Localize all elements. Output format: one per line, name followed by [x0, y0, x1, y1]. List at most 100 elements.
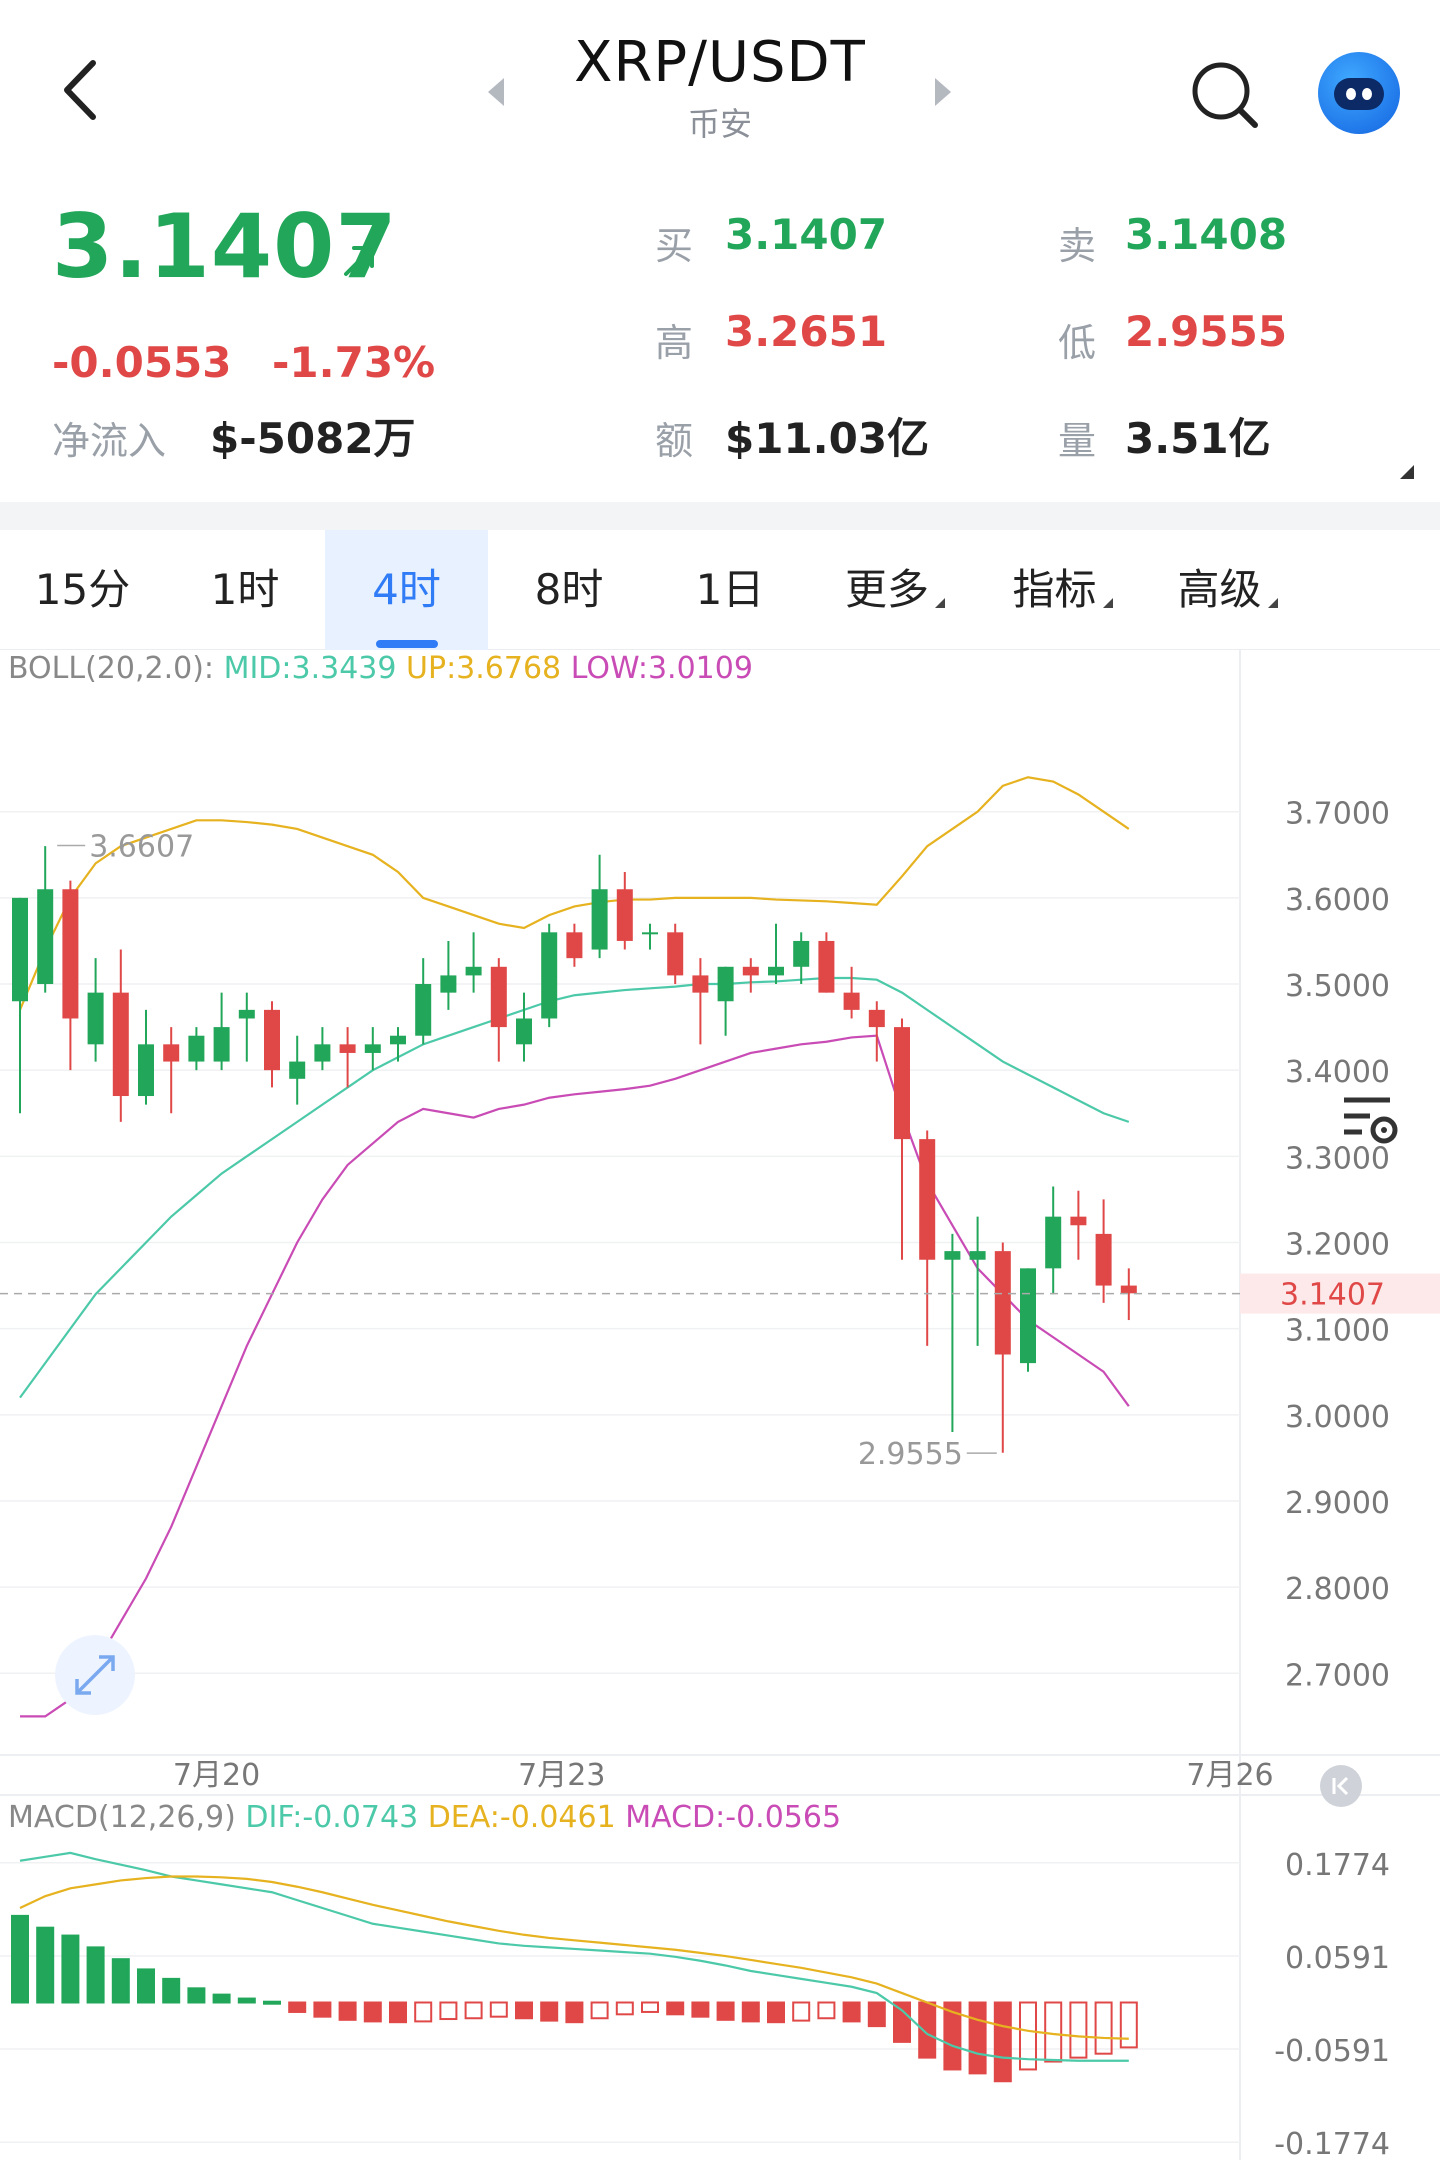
- macd-histogram-bar: [237, 1997, 256, 2004]
- x-tick-label: 7月20: [173, 1758, 260, 1793]
- candle-body: [112, 992, 129, 1097]
- candle-body: [541, 932, 558, 1019]
- kline-chart[interactable]: 3.7000 3.6000 3.5000 3.4000 3.3000 3.2000 3.10…: [0, 650, 1440, 2160]
- macd-histogram-bar: [767, 2001, 785, 2024]
- tab-label: 15分: [34, 565, 131, 614]
- low-value: 2.9555: [1125, 307, 1288, 356]
- chart-settings-icon[interactable]: [1340, 1090, 1404, 1150]
- candle-body: [843, 992, 860, 1010]
- macd-histogram-bar: [61, 1934, 80, 2004]
- boll-low-line: [20, 1034, 1130, 1718]
- tab-indicators[interactable]: 指标: [980, 530, 1145, 650]
- avatar-face: [1334, 78, 1384, 110]
- jump-to-latest-button[interactable]: [1320, 1765, 1362, 1807]
- candle-body: [742, 966, 759, 976]
- macd-histogram-bar: [1094, 2001, 1113, 2055]
- tab-label: 1日: [695, 565, 765, 614]
- boll-mid-line: [19, 976, 1130, 1399]
- candle-body: [188, 1035, 205, 1062]
- macd-histogram-bar: [414, 2001, 433, 2023]
- next-pair-arrow-icon[interactable]: [935, 78, 951, 106]
- search-icon[interactable]: [1185, 55, 1265, 135]
- candle-body: [364, 1044, 381, 1053]
- exchange-name: 币安: [687, 105, 752, 143]
- candle-body: [1045, 1216, 1062, 1269]
- macd-histogram-bar: [867, 2001, 886, 2028]
- tab-4h[interactable]: 4时: [325, 530, 488, 650]
- y-tick-label: 3.6000: [1285, 883, 1390, 918]
- candle-body: [465, 966, 482, 976]
- boll-up-line: [18, 776, 1130, 1011]
- back-arrow-icon[interactable]: [55, 55, 105, 125]
- expand-details-corner-icon[interactable]: [1400, 465, 1414, 479]
- macd-histogram-bar: [641, 2001, 659, 2013]
- active-tab-underline: [376, 640, 438, 648]
- candle-body: [1120, 1285, 1137, 1294]
- macd-histogram-bar: [666, 2001, 685, 2016]
- volume-value: 3.51亿: [1125, 414, 1271, 463]
- tab-1d[interactable]: 1日: [650, 530, 810, 650]
- macd-histogram-bar: [389, 2001, 407, 2024]
- candle-body: [390, 1035, 406, 1045]
- macd-histogram-bar: [313, 2001, 332, 2018]
- macd-y-tick-label: -0.1774: [1274, 2127, 1390, 2160]
- macd-histogram-bar: [817, 2001, 836, 2020]
- macd-histogram-bar: [1069, 2001, 1088, 2059]
- macd-histogram-bar: [363, 2001, 382, 2023]
- price-change: -0.0553: [52, 338, 232, 387]
- macd-y-tick-label: -0.0591: [1274, 2034, 1390, 2069]
- candle-body: [919, 1139, 936, 1260]
- macd-histogram-bar: [187, 1987, 206, 2004]
- y-tick-label: 2.9000: [1285, 1486, 1390, 1521]
- pair-title: XRP/USDT: [574, 30, 866, 95]
- candle-body: [591, 889, 608, 950]
- dropdown-corner-icon: [1267, 598, 1278, 608]
- trend-up-arrow-icon: [344, 246, 374, 276]
- x-tick-label: 7月23: [518, 1758, 605, 1793]
- dropdown-corner-icon: [1102, 598, 1113, 608]
- y-tick-label: 3.5000: [1285, 969, 1390, 1004]
- tab-advanced[interactable]: 高级: [1145, 530, 1310, 650]
- macd-histogram-bar: [691, 2001, 710, 2018]
- volume-label: 量: [1058, 419, 1097, 463]
- amount-value: $11.03亿: [725, 414, 930, 463]
- candle-body: [87, 992, 104, 1045]
- macd-histogram-bar: [1119, 2001, 1138, 2049]
- macd-histogram-bar: [212, 1993, 231, 2004]
- assistant-avatar-icon[interactable]: [1318, 52, 1400, 134]
- macd-histogram-bar: [842, 2001, 861, 2023]
- tab-1h[interactable]: 1时: [165, 530, 325, 650]
- macd-histogram-bar: [968, 2001, 987, 2075]
- pair-title-block[interactable]: XRP/USDT 币安: [440, 30, 1000, 145]
- candle-body: [616, 889, 633, 941]
- macd-histogram-bar: [288, 2001, 307, 2013]
- fullscreen-expand-button[interactable]: [55, 1635, 135, 1715]
- macd-histogram-bar: [615, 2001, 634, 2016]
- rewind-icon: [1332, 1776, 1349, 1796]
- candle-body: [944, 1251, 961, 1260]
- price-change-percent: -1.73%: [272, 338, 436, 387]
- candle-body: [238, 1009, 255, 1019]
- candle-body: [969, 1251, 986, 1260]
- candle-body: [642, 932, 658, 935]
- tab-more[interactable]: 更多: [810, 530, 980, 650]
- low-marker-label: 2.9555: [858, 1437, 963, 1472]
- previous-pair-arrow-icon[interactable]: [488, 78, 504, 106]
- tab-label: 4时: [372, 565, 441, 614]
- candle-body: [818, 940, 835, 993]
- y-tick-label: 3.4000: [1285, 1055, 1390, 1090]
- tab-8h[interactable]: 8时: [488, 530, 650, 650]
- current-price-label: 3.1407: [1280, 1278, 1385, 1313]
- buy-value: 3.1407: [725, 210, 888, 259]
- macd-histogram-bar: [439, 2001, 458, 2021]
- candle-body: [868, 1009, 885, 1028]
- candle-body: [793, 940, 810, 967]
- netflow-label: 净流入: [52, 419, 167, 463]
- amount-label: 额: [655, 419, 694, 463]
- candle-body: [163, 1044, 180, 1062]
- macd-legend: MACD(12,26,9) DIF:-0.0743 DEA:-0.0461 MA…: [8, 1800, 841, 1835]
- tab-15m[interactable]: 15分: [0, 530, 165, 650]
- candle-body: [415, 984, 432, 1036]
- macd-histogram-bar: [162, 1977, 181, 2004]
- candle-body: [1070, 1216, 1087, 1226]
